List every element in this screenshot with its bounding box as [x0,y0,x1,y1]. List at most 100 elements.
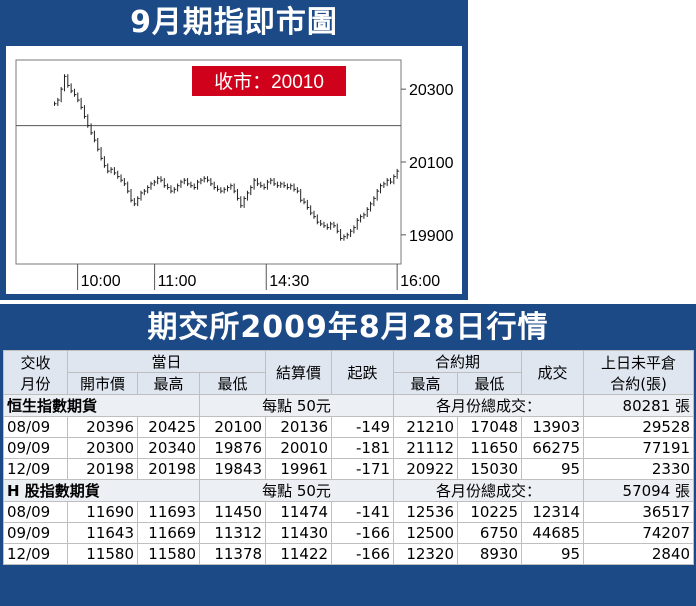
section-row: 恒生指數期貨 每點 50元 各月份總成交： 80281 張 [3,394,695,417]
close-annotation: 收市：20010 [214,71,324,93]
table-cell: 20136 [265,416,333,438]
section-row: H 股指數期貨 每點 50元 各月份總成交： 57094 張 [3,479,695,502]
table-cell: 12/09 [3,543,68,565]
table-row: 08/09 11690 11693 11450 11474 -141 12536 10225 1… [3,501,695,523]
table-cell: 66275 [521,437,585,459]
header-open-interest: 上日未平倉 合約(張) [583,350,695,395]
x-tick-label: 10:00 [81,273,121,290]
table-cell: -166 [331,522,395,544]
header-contract-low: 最低 [457,372,523,395]
table-cell: 20100 [198,416,267,438]
table-cell: 20300 [67,437,138,459]
table-cell: 10225 [457,501,523,523]
table-cell: 20010 [265,437,333,459]
table-cell: 95 [521,458,585,480]
table-cell: -149 [331,416,395,438]
section-per-point: 每點 50元 [198,479,395,502]
header-high: 最高 [137,372,200,395]
intraday-chart: 20300 20100 19900 10:00 11:00 14:30 16:00 收市：20… [15,59,454,290]
table-cell: 13903 [521,416,585,438]
table-cell: 11312 [198,522,267,544]
x-tick-label: 16:00 [400,273,440,290]
table-cell: 29528 [583,416,695,438]
table-cell: -181 [331,437,395,459]
header-contract-high: 最高 [393,372,459,395]
table-cell: 12314 [521,501,585,523]
table-cell: 11693 [137,501,200,523]
table-cell: 11643 [67,522,138,544]
table-row: 12/09 11580 11580 11378 11422 -166 12320 8930 95… [3,543,695,565]
table-cell: 15030 [457,458,523,480]
table-cell: 2840 [583,543,695,565]
header-contract: 合約期 [393,350,523,373]
close-annotation-box [192,66,346,96]
table-cell: 19843 [198,458,267,480]
table-cell: 11690 [67,501,138,523]
table-cell: 21210 [393,416,459,438]
table-cell: 74207 [583,522,695,544]
table-row: 09/09 20300 20340 19876 20010 -181 21112 11650 6… [3,437,695,459]
section-name: 恒生指數期貨 [3,394,200,417]
table-cell: -171 [331,458,395,480]
table-cell: 11450 [198,501,267,523]
section-total-label: 各月份總成交： [393,394,585,417]
table-cell: -141 [331,501,395,523]
table-cell: 95 [521,543,585,565]
table-cell: 11430 [265,522,333,544]
section-per-point: 每點 50元 [198,394,395,417]
table-cell: 11378 [198,543,267,565]
table-cell: -166 [331,543,395,565]
table-cell: 11650 [457,437,523,459]
table-cell: 19961 [265,458,333,480]
table-cell: 08/09 [3,416,68,438]
y-tick-label: 20300 [409,82,454,99]
table-cell: 36517 [583,501,695,523]
y-tick-label: 19900 [409,228,454,245]
table-cell: 6750 [457,522,523,544]
table-cell: 20198 [137,458,200,480]
table-cell: 20425 [137,416,200,438]
section-total-label: 各月份總成交： [393,479,585,502]
table-row: 08/09 20396 20425 20100 20136 -149 21210 17048 1… [3,416,695,438]
header-row-2: 開市價 最高 最低 最高 最低 [4,372,694,395]
table-cell: 77191 [583,437,695,459]
header-volume: 成交 [521,350,585,395]
table-cell: 21112 [393,437,459,459]
header-day: 當日 [66,350,267,373]
table-cell: 19876 [198,437,267,459]
table-cell: 12536 [393,501,459,523]
header-change: 起跌 [331,350,395,395]
table-cell: 12320 [393,543,459,565]
table-row: 09/09 11643 11669 11312 11430 -166 12500 6750 44… [3,522,695,544]
table-cell: 11669 [137,522,200,544]
table-cell: 2330 [583,458,695,480]
table-cell: 17048 [457,416,523,438]
section-total-value: 80281 張 [583,394,695,417]
x-tick-label: 11:00 [158,273,197,290]
x-tick-label: 14:30 [269,273,309,290]
header-settle: 結算價 [265,350,333,395]
table-cell: 8930 [457,543,523,565]
table-cell: 11580 [67,543,138,565]
table-cell: 20340 [137,437,200,459]
table-cell: 20396 [67,416,138,438]
chart-title: 9月期指即市圖 [130,5,338,40]
table-cell: 11422 [265,543,333,565]
table-cell: 08/09 [3,501,68,523]
market-table: 交收 月份 當日 結算價 起跌 合約期 成交 上日未平倉 合約(張) 開市價 最… [3,350,695,565]
table-cell: 12500 [393,522,459,544]
table-cell: 09/09 [3,522,68,544]
table-cell: 44685 [521,522,585,544]
table-cell: 11580 [137,543,200,565]
table-row: 12/09 20198 20198 19843 19961 -171 20922 15030 9… [3,458,695,480]
header-low: 最低 [198,372,267,395]
header-month: 交收 月份 [3,350,68,395]
table-cell: 12/09 [3,458,68,480]
table-cell: 20922 [393,458,459,480]
table-cell: 09/09 [3,437,68,459]
section-total-value: 57094 張 [583,479,695,502]
section-name: H 股指數期貨 [3,479,200,502]
chart-box: 20300 20100 19900 10:00 11:00 14:30 16:00 收市：20… [6,46,462,294]
table-title: 期交所2009年8月28日行情 [147,310,549,345]
header-open: 開市價 [67,372,138,395]
